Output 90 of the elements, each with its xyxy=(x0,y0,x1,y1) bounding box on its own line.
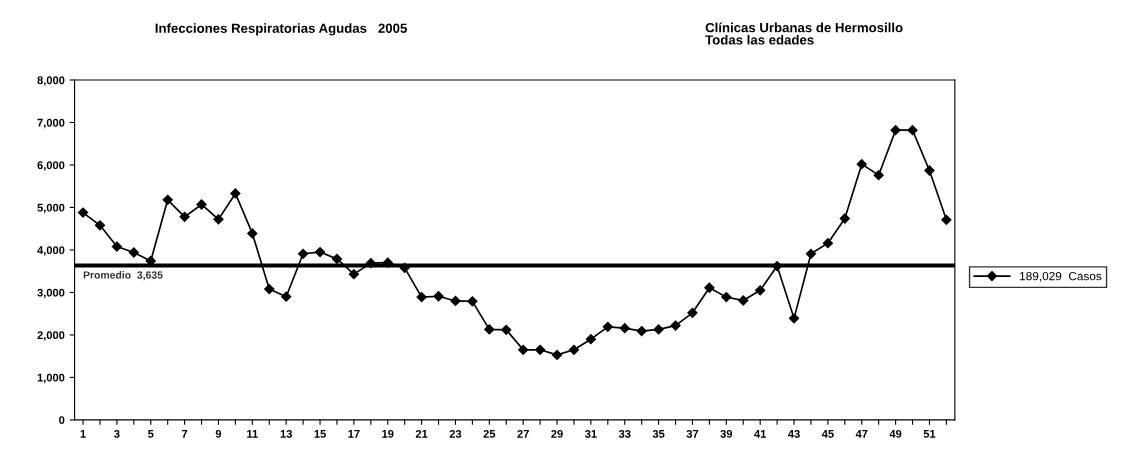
legend-label: 189,029 Casos xyxy=(1020,271,1102,282)
point xyxy=(721,292,732,303)
point xyxy=(297,248,309,259)
x-tick-label: 35 xyxy=(652,429,665,438)
point xyxy=(704,282,715,293)
x-tick-label: 33 xyxy=(618,429,631,438)
y-tick-label: 5,000 xyxy=(37,203,65,214)
point xyxy=(670,320,681,331)
point xyxy=(433,291,444,302)
point xyxy=(619,323,630,334)
point xyxy=(450,295,461,307)
x-tick-label: 15 xyxy=(314,430,326,438)
x-tick-label: 51 xyxy=(923,430,936,438)
y-tick-label: 4,000 xyxy=(37,246,65,256)
x-tick-label: 47 xyxy=(855,430,868,438)
x-tick-label: 21 xyxy=(415,429,428,438)
point xyxy=(230,188,241,199)
point xyxy=(399,262,410,273)
y-tick-label: 8,000 xyxy=(37,76,65,86)
x-tick-label: 19 xyxy=(382,429,394,438)
point xyxy=(856,159,867,170)
point xyxy=(416,292,427,303)
x-tick-label: 29 xyxy=(551,429,563,438)
point xyxy=(788,313,800,324)
point xyxy=(128,247,139,258)
x-tick-label: 23 xyxy=(449,429,462,438)
point xyxy=(738,295,749,306)
point xyxy=(873,170,884,181)
point xyxy=(755,285,766,296)
y-tick-label: 0 xyxy=(59,416,65,425)
point xyxy=(568,344,580,355)
y-tick-label: 7,000 xyxy=(37,118,65,129)
x-tick-label: 1 xyxy=(80,430,86,438)
y-tick-label: 3,000 xyxy=(37,288,65,299)
point xyxy=(585,334,597,345)
x-tick-label: 5 xyxy=(148,430,154,438)
point xyxy=(247,228,258,239)
point xyxy=(501,324,512,335)
point xyxy=(467,296,478,307)
x-tick-label: 7 xyxy=(182,430,188,438)
point xyxy=(111,241,123,252)
x-tick-label: 41 xyxy=(754,430,767,438)
point xyxy=(196,199,207,210)
point xyxy=(77,207,89,218)
point xyxy=(636,325,647,337)
point xyxy=(822,238,834,249)
point xyxy=(602,321,613,332)
x-tick-label: 27 xyxy=(517,429,529,438)
x-tick-label: 49 xyxy=(889,429,902,438)
point xyxy=(805,248,817,259)
point xyxy=(331,253,343,264)
point xyxy=(907,125,918,136)
point xyxy=(484,324,495,335)
x-tick-label: 11 xyxy=(247,430,258,438)
point xyxy=(179,211,190,222)
x-tick-label: 45 xyxy=(821,430,834,438)
x-tick-label: 37 xyxy=(686,429,699,438)
point xyxy=(890,125,901,136)
point xyxy=(839,213,850,224)
x-tick-label: 25 xyxy=(483,429,496,438)
point xyxy=(941,214,952,225)
x-tick-label: 31 xyxy=(584,429,597,438)
point xyxy=(771,260,783,272)
point xyxy=(551,349,563,361)
point xyxy=(924,165,935,176)
point xyxy=(348,269,360,280)
x-tick-label: 43 xyxy=(788,429,800,438)
x-tick-label: 3 xyxy=(114,429,120,438)
y-tick-label: 6,000 xyxy=(37,161,65,171)
point xyxy=(365,258,376,269)
chart-subtitle: Clínicas Urbanas de Hermosillo Todas las edades xyxy=(705,22,903,45)
point xyxy=(162,194,173,205)
x-tick-label: 17 xyxy=(348,430,360,438)
point xyxy=(94,220,106,231)
point xyxy=(382,257,393,268)
x-tick-label: 13 xyxy=(280,429,292,438)
point xyxy=(653,324,664,335)
point xyxy=(213,214,224,225)
point xyxy=(264,283,275,295)
point xyxy=(687,307,698,318)
y-tick-label: 2,000 xyxy=(37,331,65,341)
x-tick-label: 39 xyxy=(720,429,733,438)
point xyxy=(518,344,529,355)
chart-title: Infecciones Respiratorias Agudas 2005 xyxy=(155,23,407,36)
ref-line-label: Promedio 3,635 xyxy=(83,271,163,281)
point xyxy=(534,344,546,355)
y-tick-label: 1,000 xyxy=(37,373,65,384)
point xyxy=(281,291,292,302)
point xyxy=(314,246,326,258)
x-tick-label: 9 xyxy=(215,429,222,438)
